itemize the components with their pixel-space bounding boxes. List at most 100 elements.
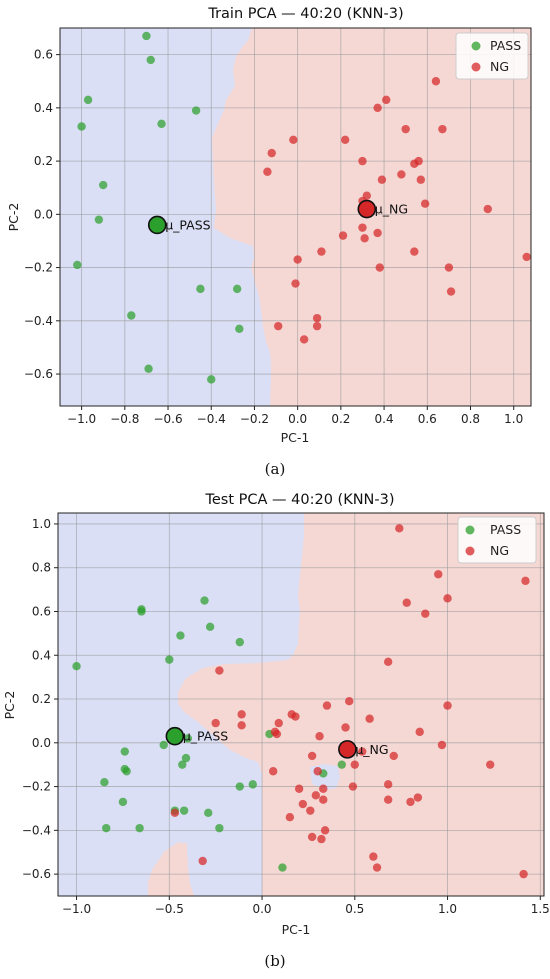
y-tick-label: 0.4 xyxy=(34,101,53,115)
plot-area: μ_PASS μ_NG xyxy=(58,513,544,896)
ng-point xyxy=(415,727,424,737)
y-tick-label: 0.2 xyxy=(34,154,53,168)
ng-point xyxy=(444,263,454,272)
legend-marker-ng xyxy=(465,546,475,556)
pass-point xyxy=(235,782,244,791)
ng-point xyxy=(383,780,393,789)
x-axis-ticks: −1.0 −0.5 0.0 0.5 1.0 1.5 xyxy=(62,896,550,916)
ng-point xyxy=(274,321,283,331)
ng-point xyxy=(437,740,447,750)
ng-point xyxy=(402,598,411,607)
pass-point xyxy=(165,655,174,664)
pass-point xyxy=(102,823,111,833)
legend-label-ng: NG xyxy=(490,543,509,558)
ng-point xyxy=(375,263,384,272)
legend-label-pass: PASS xyxy=(490,38,521,53)
ng-point xyxy=(421,609,430,618)
ng-point xyxy=(382,95,391,105)
pass-point xyxy=(94,215,104,224)
y-tick-label: 0.4 xyxy=(32,648,51,662)
ng-point xyxy=(317,247,326,256)
ng-point xyxy=(263,167,272,176)
ng-point xyxy=(483,204,492,214)
x-tick-label: 0.0 xyxy=(252,902,271,916)
y-axis-ticks: −0.6 −0.4 −0.2 0.0 0.2 0.4 0.6 0.8 1.0 xyxy=(22,517,58,881)
pass-point xyxy=(235,637,244,647)
pass-point xyxy=(181,753,191,763)
y-tick-label: 1.0 xyxy=(32,517,51,531)
x-tick-label: −0.4 xyxy=(197,412,226,426)
y-tick-label: 0.2 xyxy=(32,692,51,706)
ng-point xyxy=(298,799,308,809)
pass-point xyxy=(77,122,86,131)
y-tick-label: −0.6 xyxy=(22,867,51,881)
ng-point xyxy=(373,103,382,113)
pass-point xyxy=(159,740,168,750)
pass-point xyxy=(337,760,347,769)
centroids: μ_PASS μ_NG xyxy=(165,726,389,759)
pass-centroid-label: μ_PASS xyxy=(165,217,210,232)
pass-point xyxy=(278,863,287,872)
plot-area: μ_PASS μ_NG xyxy=(60,28,531,406)
ng-point xyxy=(410,247,419,256)
ng-point xyxy=(431,77,441,86)
ng-point xyxy=(315,732,324,741)
legend-marker-ng xyxy=(471,62,481,72)
ng-point xyxy=(313,767,322,776)
pass-point xyxy=(122,767,131,776)
ng-point xyxy=(312,313,322,323)
pass-point xyxy=(144,364,153,373)
y-tick-label: −0.4 xyxy=(24,314,53,328)
ng-point xyxy=(410,159,419,168)
y-tick-label: −0.2 xyxy=(24,261,53,275)
ng-point xyxy=(306,806,315,815)
ng-point xyxy=(322,701,332,710)
ng-point xyxy=(307,832,317,842)
ng-point xyxy=(416,175,426,184)
ng-point xyxy=(270,727,280,737)
x-axis-ticks: −1.0 −0.8 −0.6 −0.4 −0.2 0.0 0.2 0.4 0.6 0.8 1.0 xyxy=(67,406,523,426)
ng-point xyxy=(293,255,302,264)
pass-point xyxy=(99,180,108,190)
ng-point xyxy=(348,782,358,791)
pass-point xyxy=(137,607,146,616)
x-tick-label: −0.5 xyxy=(155,902,184,916)
ng-decision-island xyxy=(148,842,188,896)
ng-point xyxy=(522,252,531,262)
pass-point xyxy=(157,119,166,129)
ng-point xyxy=(211,718,220,728)
ng-point xyxy=(389,751,398,761)
ng-point xyxy=(237,721,246,730)
ng-point xyxy=(215,666,224,675)
x-tick-label: 1.0 xyxy=(438,902,457,916)
pass-point xyxy=(196,284,205,294)
ng-point xyxy=(289,135,298,145)
ng-point xyxy=(401,124,410,134)
ng-centroid-label: μ_NG xyxy=(375,202,408,217)
ng-centroid xyxy=(338,740,357,759)
y-tick-label: −0.2 xyxy=(22,780,51,794)
pass-point xyxy=(83,95,93,105)
ng-point xyxy=(317,834,326,844)
ng-point xyxy=(438,124,447,134)
ng-point xyxy=(358,156,367,166)
pass-point xyxy=(191,106,201,115)
ng-centroid xyxy=(357,199,377,219)
ng-point xyxy=(446,287,456,296)
y-tick-label: −0.6 xyxy=(24,367,53,381)
legend-marker-pass xyxy=(465,525,475,535)
y-tick-label: 0.0 xyxy=(32,736,51,750)
points xyxy=(73,31,531,384)
legend-label-ng: NG xyxy=(490,59,509,74)
x-tick-label: −1.0 xyxy=(62,902,91,916)
ng-point xyxy=(274,718,283,728)
x-tick-label: 1.5 xyxy=(531,902,550,916)
ng-point xyxy=(365,714,374,723)
pass-point xyxy=(179,806,189,815)
pass-point xyxy=(73,260,82,270)
ng-point xyxy=(291,279,300,288)
pass-point xyxy=(146,55,155,65)
ng-point xyxy=(345,697,354,706)
pass-point xyxy=(205,622,215,632)
